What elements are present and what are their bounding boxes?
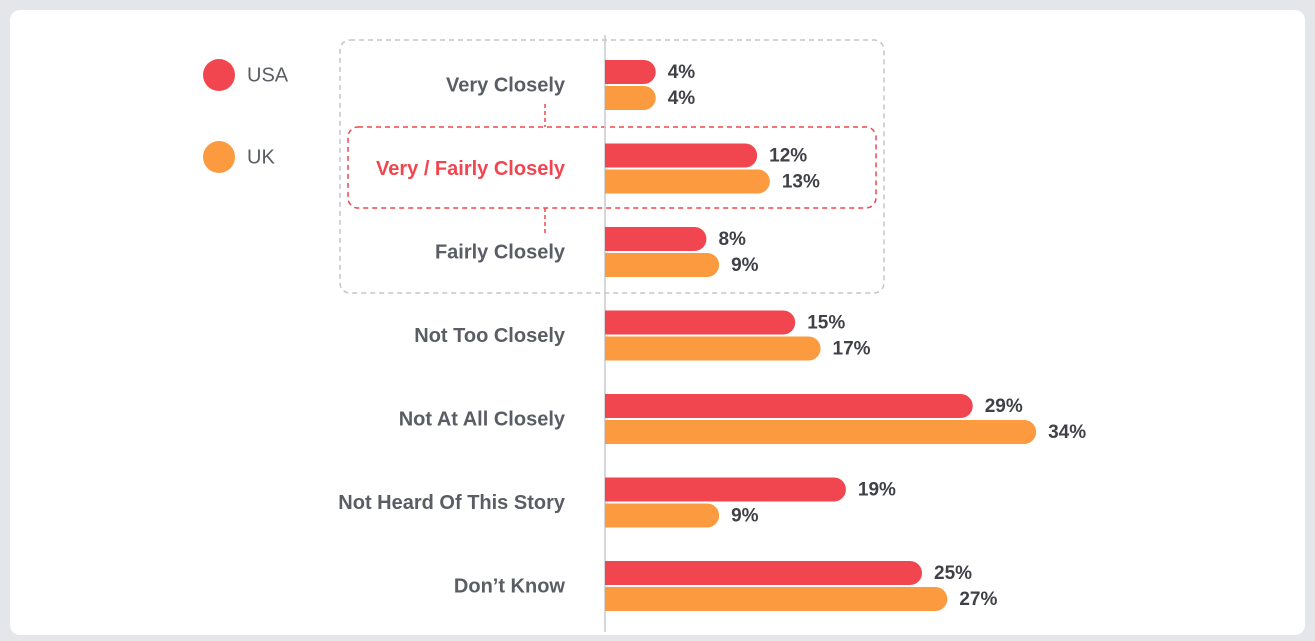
bar — [605, 561, 922, 585]
category-label: Very Closely — [446, 74, 566, 96]
legend-label: USA — [247, 64, 289, 86]
value-label: 9% — [731, 506, 759, 527]
bar — [605, 587, 948, 611]
bar — [605, 477, 846, 502]
category-label: Not At All Closely — [399, 408, 566, 430]
bar — [605, 503, 720, 528]
category-label: Fairly Closely — [435, 241, 566, 263]
legend-label: UK — [247, 146, 275, 168]
bar — [605, 420, 1037, 444]
category-label: Very / Fairly Closely — [376, 158, 566, 180]
value-label: 17% — [833, 339, 871, 360]
bar — [605, 253, 720, 277]
bar — [605, 143, 758, 168]
bar — [605, 169, 770, 194]
value-label: 4% — [668, 62, 696, 83]
bar — [605, 336, 821, 361]
value-label: 34% — [1048, 422, 1086, 443]
value-label: 19% — [858, 480, 896, 501]
category-label: Not Too Closely — [414, 325, 566, 347]
bar — [605, 60, 656, 84]
bar — [605, 394, 973, 419]
bar — [605, 86, 656, 110]
category-label: Not Heard Of This Story — [338, 492, 566, 514]
category-label: Don’t Know — [454, 575, 566, 597]
value-label: 27% — [959, 589, 997, 610]
value-label: 9% — [731, 255, 759, 276]
value-label: 15% — [807, 313, 845, 334]
value-label: 29% — [985, 396, 1023, 417]
value-label: 25% — [934, 563, 972, 584]
bar — [605, 310, 796, 335]
legend-swatch — [203, 59, 235, 91]
value-label: 4% — [668, 88, 696, 109]
value-label: 12% — [769, 146, 807, 167]
highlight-box — [347, 126, 877, 209]
value-label: 13% — [782, 172, 820, 193]
legend-swatch — [203, 141, 235, 173]
bar — [605, 227, 707, 251]
group-box — [339, 39, 885, 294]
value-label: 8% — [718, 229, 746, 250]
